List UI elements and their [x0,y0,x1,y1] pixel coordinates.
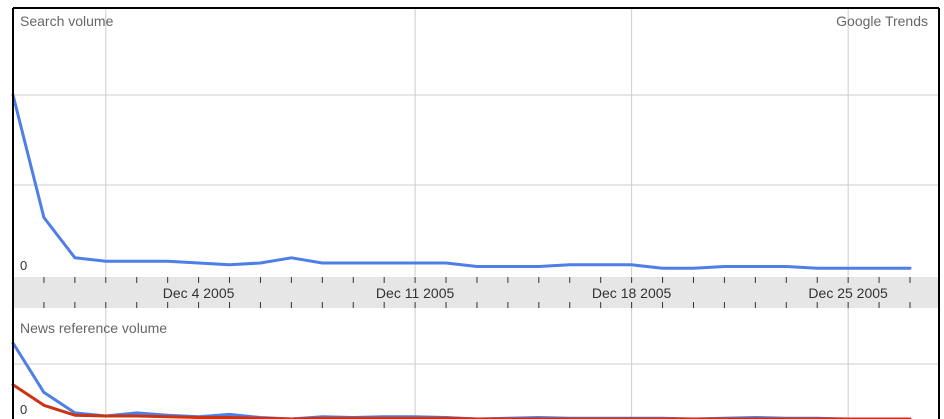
search-volume-panel: Search volume Google Trends 0 [11,8,939,277]
date-axis-label: Dec 25 2005 [808,285,888,301]
google-trends-label: Google Trends [836,13,928,29]
date-axis-label: Dec 4 2005 [163,285,235,301]
chart-frame [12,7,940,419]
search-series-line-0 [11,93,912,270]
news-zero-label: 0 [20,402,27,417]
search-gridlines [13,8,939,276]
news-reference-panel: News reference volume 0 [11,308,939,419]
date-axis-band: Dec 4 2005 Dec 11 2005 Dec 18 2005 Dec 25 2… [12,277,939,308]
search-plot-background [13,8,939,277]
date-axis-label: Dec 18 2005 [592,285,672,301]
search-volume-title: Search volume [20,13,114,29]
news-gridlines [13,308,939,419]
date-axis-labels: Dec 4 2005 Dec 11 2005 Dec 18 2005 Dec 25 2… [163,285,888,301]
news-reference-title: News reference volume [20,320,167,336]
search-zero-label: 0 [20,258,27,273]
date-axis-background [13,277,939,308]
date-axis-ticks [12,277,911,308]
date-axis-label: Dec 11 2005 [376,285,455,301]
search-series-lines [11,93,912,270]
